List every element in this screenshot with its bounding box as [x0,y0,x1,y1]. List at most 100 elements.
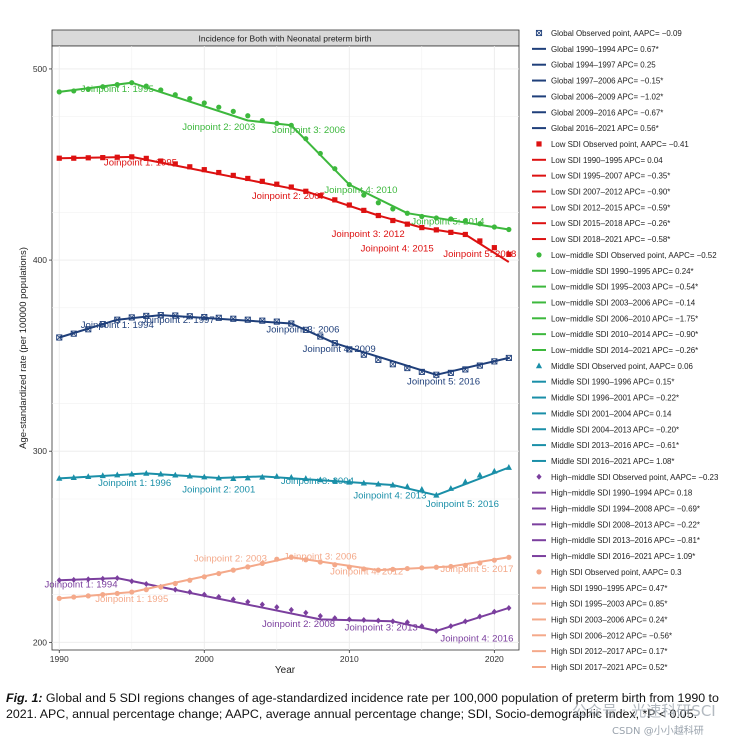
high-sdi-point [506,554,512,560]
high-middle-sdi-point [448,623,454,630]
high-sdi-point [448,563,454,570]
high-middle-sdi-point [419,623,425,630]
high-sdi-point [71,594,77,600]
marker-box [230,315,237,322]
low-middle-sdi-joinpoint-label: Joinpoint 3: 2006 [272,125,345,136]
high-middle-sdi-joinpoint-label: Joinpoint 1: 1994 [44,579,118,590]
high-middle-sdi-fitted-line [59,577,510,632]
middle-sdi-point [360,479,367,486]
marker-box [85,326,92,333]
high-sdi-point [491,557,497,563]
legend-label: Global 2016–2021 APC= 0.56* [551,124,659,133]
low-middle-sdi-point [71,88,77,94]
global-point [476,362,483,369]
legend-marker [536,473,542,480]
global-point [505,354,512,361]
high-middle-sdi-point [245,598,251,605]
global-point [172,312,179,319]
marker-box [143,312,150,319]
middle-sdi-point [114,471,121,478]
low-middle-sdi-point [129,80,135,86]
low-sdi-point [390,217,396,224]
legend-entry: Low SDI 1995–2007 APC= −0.35* [532,172,670,181]
marker-cross [99,321,106,327]
low-middle-sdi-point [288,122,294,128]
low-middle-sdi-point [361,192,367,198]
low-middle-sdi-point [317,150,323,157]
low-middle-sdi-point [100,84,106,90]
marker-cross [259,317,266,324]
marker-box [215,314,222,321]
middle-sdi-point [172,471,179,478]
global-point [70,330,77,337]
legend-entry: High SDI 2012–2017 APC= 0.17* [532,647,667,656]
legend-entry: Low−middle SDI 2003–2006 APC= −0.14 [532,298,696,307]
legend-entry: Middle SDI 2016–2021 APC= 1.08* [532,457,675,466]
middle-sdi-point [244,474,251,481]
marker-cross [201,314,208,320]
legend-label: Middle SDI 1990–1996 APC= 0.15* [551,378,675,387]
middle-sdi-point [447,485,454,491]
high-middle-sdi-point [114,575,120,582]
legend-label: Middle SDI 2001–2004 APC= 0.14 [551,409,672,418]
marker-box [201,313,208,321]
legend-label: Middle SDI 2004–2013 APC= −0.20* [551,425,679,434]
global-point [302,326,309,333]
high-sdi-point [433,564,439,570]
legend-label: Low−middle SDI Observed point, AAPC= −0.… [551,251,717,260]
legend-entry: Low SDI 2015–2018 APC= −0.26* [532,219,670,228]
low-sdi-point [491,245,497,251]
marker-cross [536,30,542,36]
middle-sdi-point [157,470,164,477]
global-point [201,313,208,321]
legend-entry: Global 1990–1994 APC= 0.67* [532,45,659,54]
high-middle-sdi-point [288,606,294,613]
global-point [143,312,150,319]
legend-label: Global 1997–2006 APC= −0.15* [551,77,663,86]
low-sdi-point [361,207,367,213]
marker-cross [230,315,237,322]
marker-box [244,316,251,323]
high-sdi-point [114,590,120,597]
marker-cross [491,358,498,365]
low-sdi-point [419,224,425,231]
high-sdi-point [158,584,164,590]
low-middle-sdi-point [216,104,222,110]
low-sdi-point [317,193,323,199]
legend-entry: High−middle SDI 1990–1994 APC= 0.18 [532,489,693,498]
legend-label: Global 1994–1997 APC= 0.25 [551,61,656,70]
marker-box [360,351,367,358]
middle-sdi-joinpoint-label: Joinpoint 4: 2013 [353,491,426,502]
legend-label: High SDI 1995–2003 APC= 0.85* [551,600,667,609]
marker-cross [186,313,193,320]
wechat-watermark: 公众号 · 光速科研SCI [572,702,716,720]
series-global [56,312,512,378]
legend-label: Low−middle SDI 2003–2006 APC= −0.14 [551,298,696,307]
x-tick-label: 2020 [485,654,504,664]
middle-sdi-joinpoint-label: Joinpoint 2: 2001 [182,484,255,495]
x-axis-title: Year [275,665,296,676]
global-point [259,317,266,324]
global-point [244,316,251,323]
low-sdi-joinpoint-label: Joinpoint 3: 2012 [332,229,405,240]
middle-sdi-point [128,470,135,477]
middle-sdi-point [201,473,208,480]
marker-box [273,318,280,325]
axes: 200 300 400 500 1990 2000 2010 2020 [33,64,504,664]
high-sdi-point [245,564,251,570]
middle-sdi-point [70,474,77,480]
global-joinpoint-label: Joinpoint 3: 2006 [266,324,339,335]
legend-label: High−middle SDI 1990–1994 APC= 0.18 [551,489,693,498]
marker-cross [433,371,440,378]
low-middle-sdi-point [201,100,207,106]
legend-entry: High−middle SDI 2016–2021 APC= 1.09* [532,552,695,561]
global-joinpoint-label: Joinpoint 4: 2009 [303,344,376,355]
middle-sdi-point [273,473,280,479]
high-middle-sdi-point [506,604,512,611]
marker-cross [505,355,512,361]
low-middle-sdi-joinpoint-label: Joinpoint 1: 1995 [81,84,154,95]
legend-entry: High−middle SDI 2013–2016 APC= −0.81* [532,536,700,545]
middle-sdi-point [476,471,483,478]
legend-label: Middle SDI 1996–2001 APC= −0.22* [551,394,679,403]
low-sdi-point [462,231,468,238]
